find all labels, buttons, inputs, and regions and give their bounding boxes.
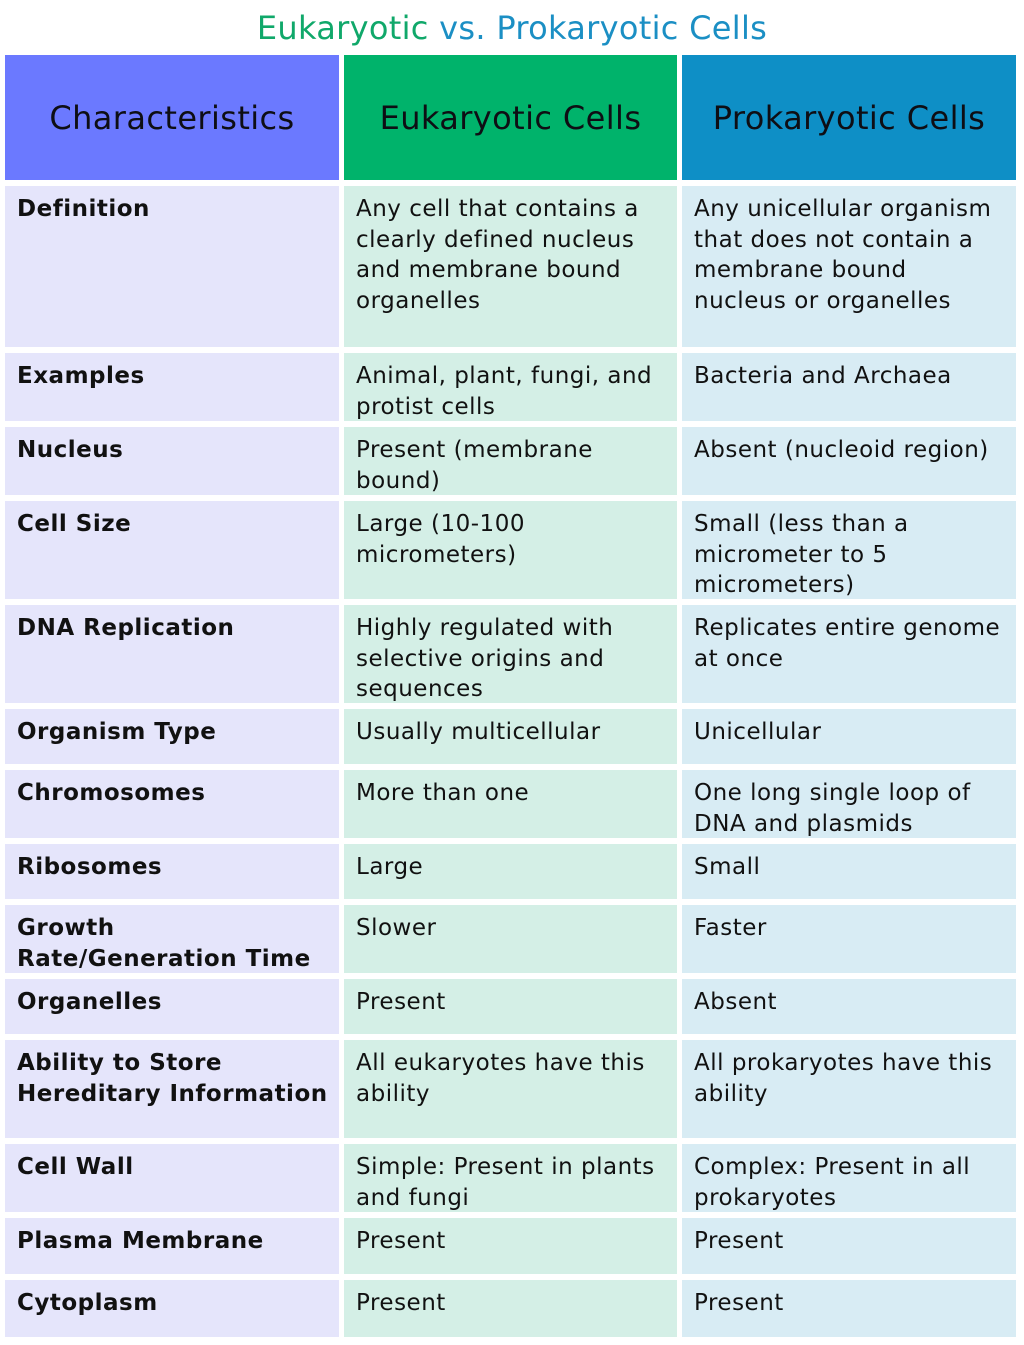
eukaryotic-cell: Large [344,844,677,899]
prokaryotic-cell: Replicates entire genome at once [682,605,1016,703]
characteristic-cell: Ability to Store Hereditary Information [5,1040,339,1138]
eukaryotic-cell: Present [344,1280,677,1337]
prokaryotic-cell: Present [682,1280,1016,1337]
prokaryotic-cell: One long single loop of DNA and plasmids [682,770,1016,838]
eukaryotic-cell: Present (membrane bound) [344,427,677,495]
characteristic-cell: Cell Size [5,501,339,599]
prokaryotic-cell: Small [682,844,1016,899]
prokaryotic-cell: Absent [682,979,1016,1034]
title-vs: vs. [439,9,486,47]
prokaryotic-cell: Faster [682,905,1016,973]
eukaryotic-cell: Slower [344,905,677,973]
prokaryotic-cell: Any unicellular organism that does not c… [682,186,1016,347]
prokaryotic-cell: Bacteria and Archaea [682,353,1016,421]
characteristic-cell: Growth Rate/Generation Time [5,905,339,973]
characteristic-cell: Nucleus [5,427,339,495]
characteristic-cell: Examples [5,353,339,421]
eukaryotic-cell: Highly regulated with selective origins … [344,605,677,703]
comparison-table: Characteristics Eukaryotic Cells Prokary… [5,55,1016,1337]
prokaryotic-cell: Complex: Present in all prokaryotes [682,1144,1016,1212]
header-characteristics: Characteristics [5,55,339,180]
prokaryotic-cell: Small (less than a micrometer to 5 micro… [682,501,1016,599]
header-eukaryotic-cells: Eukaryotic Cells [344,55,677,180]
eukaryotic-cell: More than one [344,770,677,838]
page-title: Eukaryotic vs. Prokaryotic Cells [0,6,1024,50]
prokaryotic-cell: Absent (nucleoid region) [682,427,1016,495]
eukaryotic-cell: Usually multicellular [344,709,677,764]
eukaryotic-cell: Present [344,979,677,1034]
prokaryotic-cell: Present [682,1218,1016,1274]
eukaryotic-cell: All eukaryotes have this ability [344,1040,677,1138]
characteristic-cell: Definition [5,186,339,347]
header-prokaryotic-cells: Prokaryotic Cells [682,55,1016,180]
title-prokaryotic: Prokaryotic Cells [496,9,768,47]
characteristic-cell: Cytoplasm [5,1280,339,1337]
prokaryotic-cell: Unicellular [682,709,1016,764]
characteristic-cell: DNA Replication [5,605,339,703]
characteristic-cell: Chromosomes [5,770,339,838]
eukaryotic-cell: Large (10-100 micrometers) [344,501,677,599]
prokaryotic-cell: All prokaryotes have this ability [682,1040,1016,1138]
characteristic-cell: Cell Wall [5,1144,339,1212]
characteristic-cell: Ribosomes [5,844,339,899]
title-eukaryotic: Eukaryotic [256,9,429,47]
characteristic-cell: Plasma Membrane [5,1218,339,1274]
eukaryotic-cell: Any cell that contains a clearly defined… [344,186,677,347]
eukaryotic-cell: Simple: Present in plants and fungi [344,1144,677,1212]
eukaryotic-cell: Present [344,1218,677,1274]
eukaryotic-cell: Animal, plant, fungi, and protist cells [344,353,677,421]
characteristic-cell: Organelles [5,979,339,1034]
characteristic-cell: Organism Type [5,709,339,764]
